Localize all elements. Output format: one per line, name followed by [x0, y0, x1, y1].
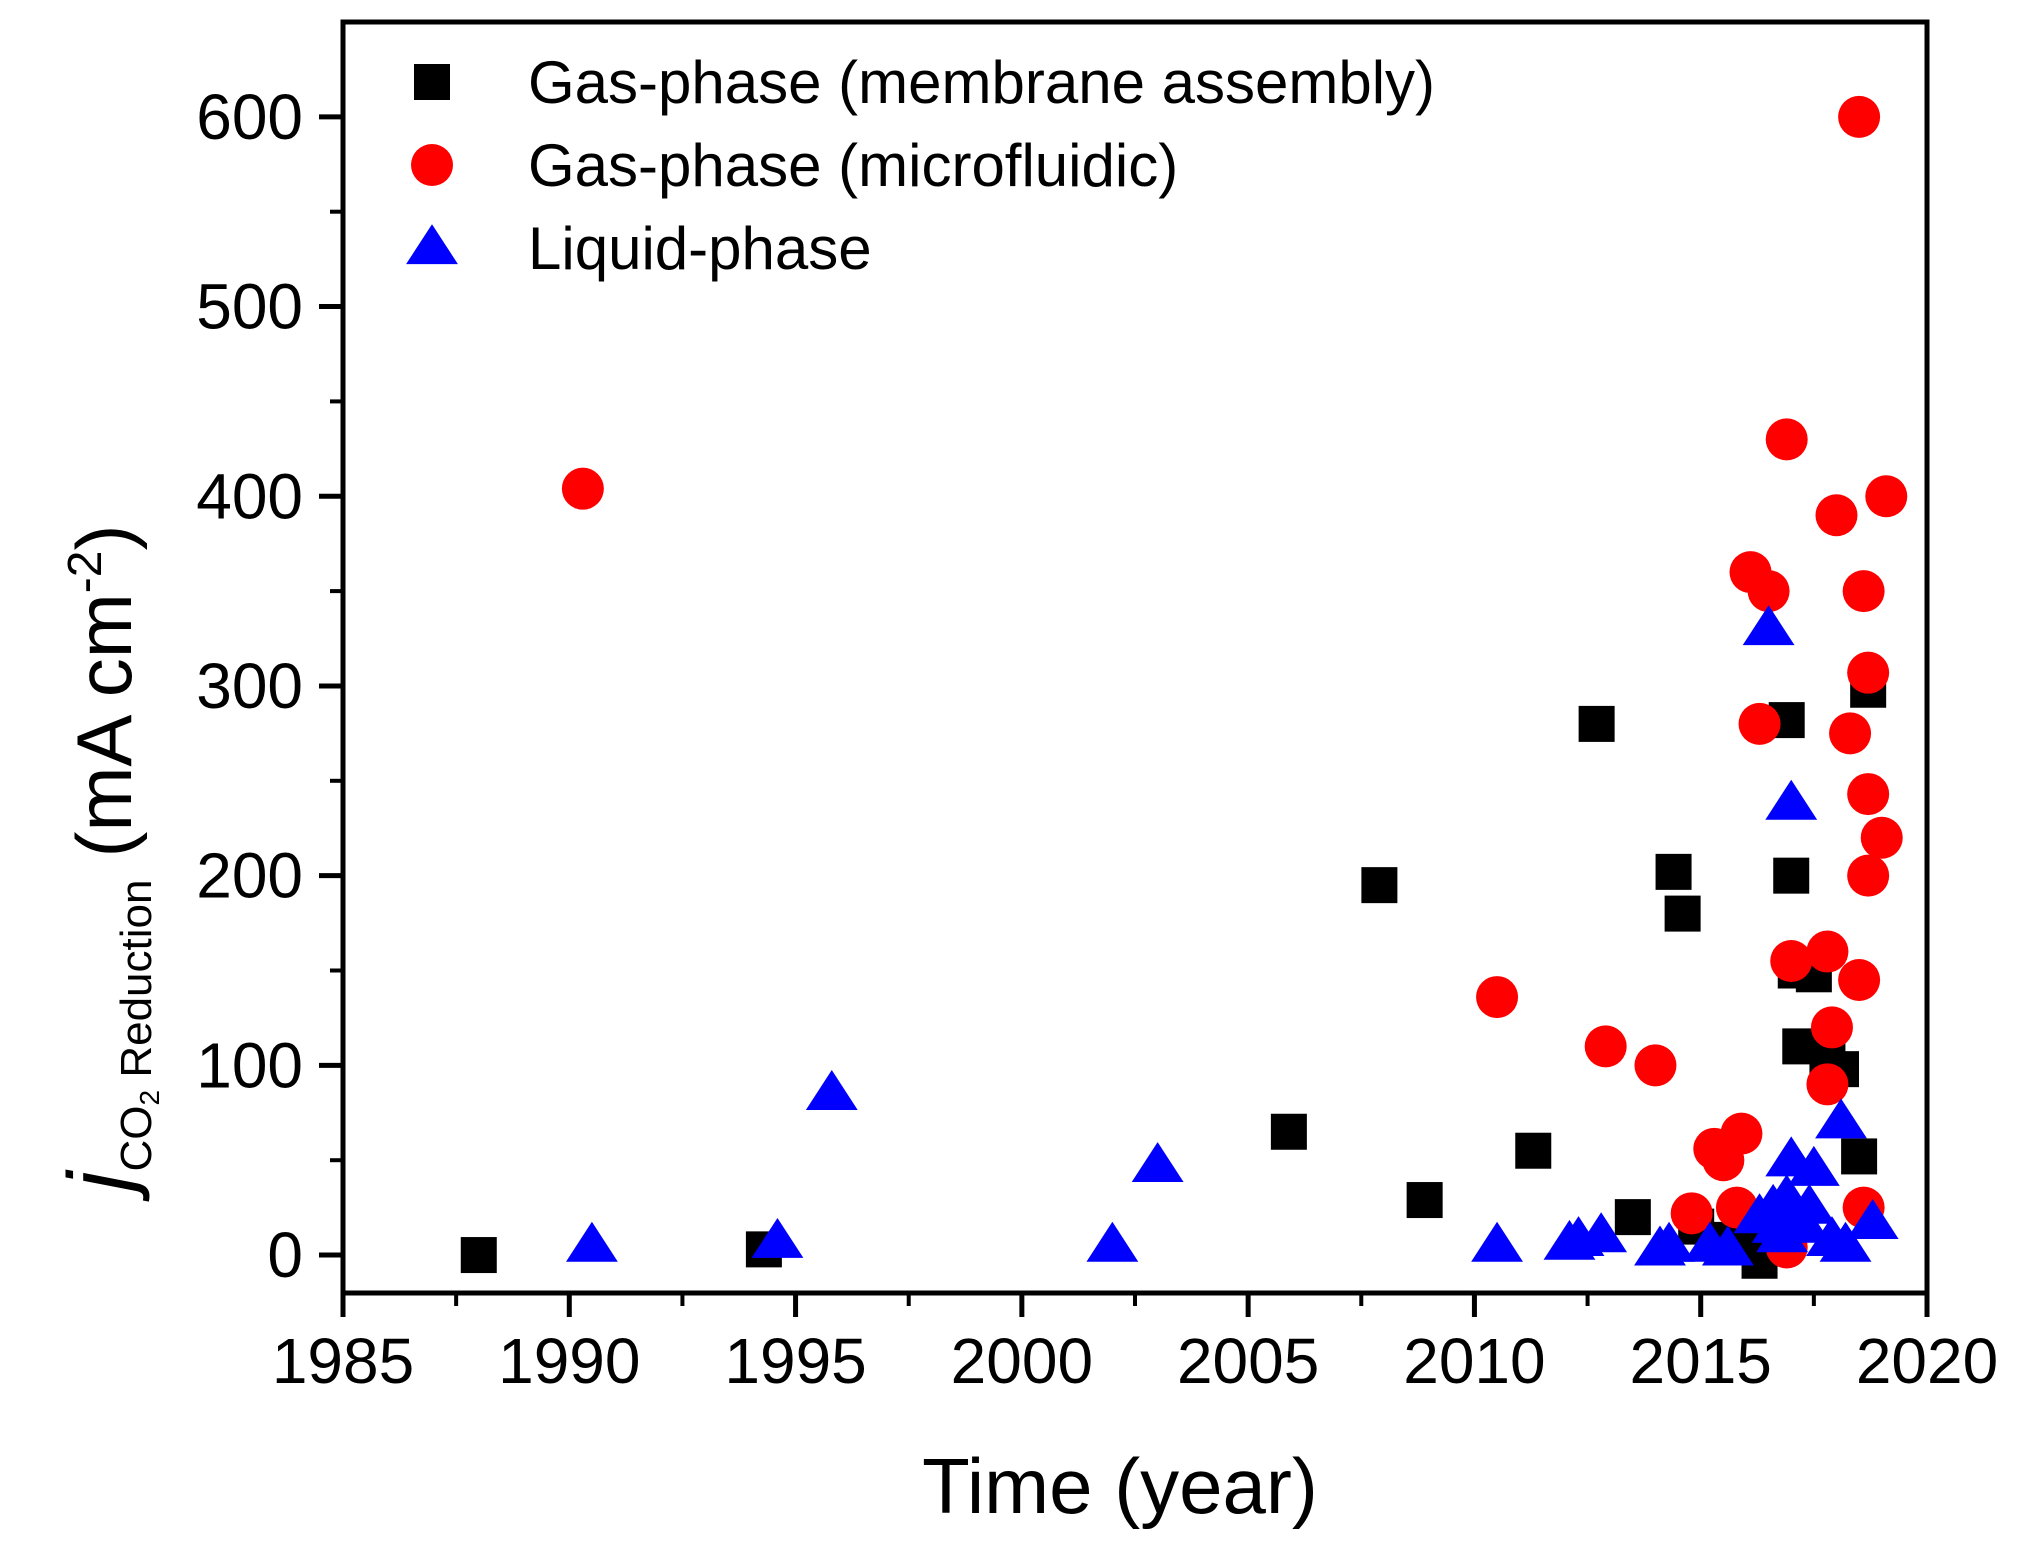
series-0	[460, 671, 1887, 1279]
circle-marker	[1720, 1112, 1763, 1155]
triangle-marker	[1819, 1221, 1872, 1262]
triangle-marker	[1643, 1221, 1695, 1262]
y-axis-subscript-rest: Reduction	[112, 880, 161, 1090]
circle-marker	[1847, 854, 1890, 897]
circle-marker	[1847, 651, 1890, 694]
y-axis-title: jCO2 Reduction (mA cm-2)	[51, 525, 165, 1203]
triangle-marker	[1742, 605, 1795, 646]
plot-frame	[340, 19, 1930, 1296]
circle-marker	[1860, 816, 1903, 859]
square-marker	[460, 1237, 497, 1274]
triangle-marker	[751, 1217, 804, 1258]
series-2	[565, 605, 1899, 1266]
y-tick-label: 0	[267, 1219, 303, 1291]
x-tick-label: 1985	[272, 1325, 414, 1397]
x-tick-label: 1995	[724, 1325, 866, 1397]
circle-marker	[1670, 1192, 1713, 1235]
x-tick-label: 2020	[1856, 1325, 1998, 1397]
triangle-marker	[1765, 779, 1818, 820]
svg-text:jCO2 Reduction(mA cm-2): jCO2 Reduction (mA cm-2)	[51, 525, 165, 1203]
y-tick-label: 200	[196, 840, 303, 912]
triangle-marker	[1701, 1225, 1754, 1266]
square-marker	[1614, 1199, 1651, 1236]
triangle-marker	[1086, 1221, 1139, 1262]
square-marker	[1361, 867, 1398, 904]
triangle-marker	[1783, 1183, 1836, 1224]
x-tick-label: 2000	[951, 1325, 1093, 1397]
y-axis-units-close: )	[60, 525, 148, 551]
triangle-marker	[565, 1221, 618, 1262]
legend-label: Gas-phase (microfluidic)	[528, 132, 1178, 199]
circle-marker	[1829, 712, 1872, 755]
x-tick-label: 2015	[1630, 1325, 1772, 1397]
x-tick-label: 1990	[498, 1325, 640, 1397]
legend-marker	[414, 64, 450, 100]
y-axis-units: (mA cm	[60, 593, 148, 857]
circle-marker	[1806, 930, 1849, 973]
square-marker	[1406, 1182, 1443, 1219]
x-tick-label: 2005	[1177, 1325, 1319, 1397]
circle-marker	[1865, 475, 1908, 518]
circle-marker	[1584, 1025, 1627, 1068]
triangle-marker	[1471, 1221, 1523, 1262]
circle-marker	[1765, 418, 1808, 461]
circle-marker	[1476, 976, 1519, 1019]
triangle-marker	[1815, 1098, 1867, 1139]
triangle-marker	[805, 1070, 858, 1110]
circle-marker	[1747, 570, 1790, 613]
x-axis: 1985 1990 1995 2000 2005 2010 2015 2020	[272, 1293, 1998, 1397]
circle-marker	[1847, 773, 1890, 816]
legend: Gas-phase (membrane assembly) Gas-phase (…	[406, 49, 1435, 282]
y-tick-label: 600	[196, 81, 303, 153]
series-1	[561, 95, 1908, 1269]
square-marker	[1773, 857, 1810, 894]
square-marker	[1655, 853, 1692, 890]
legend-marker	[406, 224, 458, 265]
y-tick-label: 500	[196, 271, 303, 343]
circle-marker	[1810, 1006, 1853, 1049]
circle-marker	[1770, 940, 1813, 983]
y-axis-subscript: CO	[112, 1105, 161, 1171]
circle-marker	[1838, 95, 1881, 138]
circle-marker	[561, 467, 604, 510]
circle-marker	[1806, 1063, 1849, 1106]
x-tick-label: 2010	[1403, 1325, 1545, 1397]
y-axis-symbol: j	[51, 1168, 151, 1202]
triangle-marker	[1787, 1145, 1840, 1186]
triangle-marker	[1575, 1212, 1628, 1253]
circle-marker	[1738, 702, 1781, 745]
y-axis: 0 100 200 300 400 500 600	[196, 81, 343, 1291]
triangle-marker	[1131, 1142, 1184, 1183]
y-tick-label: 400	[196, 460, 303, 532]
y-tick-label: 300	[196, 650, 303, 722]
y-tick-label: 100	[196, 1029, 303, 1101]
legend-label: Liquid-phase	[528, 215, 872, 282]
legend-label: Gas-phase (membrane assembly)	[528, 49, 1435, 116]
legend-marker	[411, 144, 453, 186]
square-marker	[1515, 1132, 1552, 1169]
data-markers	[460, 95, 1908, 1279]
circle-marker	[1634, 1044, 1677, 1087]
triangle-marker	[1846, 1199, 1899, 1239]
square-marker	[1270, 1113, 1307, 1150]
circle-marker	[1815, 494, 1858, 537]
circle-marker	[1838, 958, 1881, 1001]
x-axis-title: Time (year)	[922, 1442, 1318, 1530]
y-axis-subscript-2: 2	[134, 1090, 165, 1106]
circle-marker	[1842, 570, 1885, 613]
plot-border	[340, 19, 1930, 1296]
square-marker	[1841, 1138, 1878, 1175]
square-marker	[1578, 705, 1615, 742]
y-axis-units-exponent: -2	[59, 551, 112, 594]
square-marker	[1664, 895, 1701, 932]
